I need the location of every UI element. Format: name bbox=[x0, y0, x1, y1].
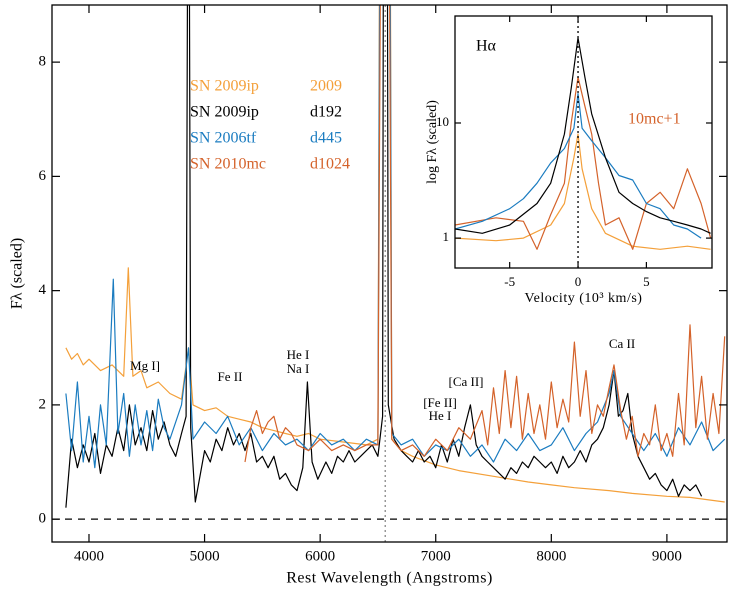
plot-area bbox=[455, 16, 712, 268]
x-tick-label: 9000 bbox=[652, 548, 682, 564]
y-axis-label: log Fλ (scaled) bbox=[425, 100, 440, 184]
annotation: He I bbox=[287, 347, 310, 362]
x-axis-label: Velocity (10³ km/s) bbox=[525, 291, 643, 306]
spectrum-line bbox=[65, 5, 703, 508]
annotation: [Ca II] bbox=[448, 374, 483, 389]
annotation: Mg I] bbox=[130, 358, 160, 373]
legend-epoch: d1024 bbox=[310, 156, 350, 173]
x-tick-label: 6000 bbox=[305, 548, 335, 564]
spectrum-line bbox=[455, 93, 702, 239]
plot-frame bbox=[454, 15, 713, 269]
spectrum-line bbox=[455, 76, 712, 250]
x-tick-label: 7000 bbox=[421, 548, 451, 564]
y-tick-label: 2 bbox=[39, 396, 47, 412]
y-axis-label: Fλ (scaled) bbox=[9, 238, 26, 309]
y-tick-label: 4 bbox=[39, 282, 47, 298]
x-axis-label: Rest Wavelength (Angstroms) bbox=[286, 570, 493, 587]
legend: SN 2009ip 2009 SN 2009ip d192 SN 2006tf d445 S… bbox=[190, 78, 350, 173]
legend-epoch: d192 bbox=[310, 104, 342, 121]
annotation: He I bbox=[429, 408, 452, 423]
plot-frame bbox=[51, 4, 728, 543]
x-tick-label: 5000 bbox=[190, 548, 220, 564]
x-tick-label: 4000 bbox=[74, 548, 104, 564]
x-tick-label: -5 bbox=[504, 274, 515, 289]
y-tick-label: 1 bbox=[443, 229, 450, 244]
inset-annotation: 10mc+1 bbox=[628, 111, 681, 128]
spectrum-line bbox=[244, 5, 726, 463]
inset-annotation: Hα bbox=[476, 38, 497, 55]
plot-area bbox=[52, 5, 727, 542]
annotation: Ca II bbox=[609, 336, 635, 351]
legend-name: SN 2009ip bbox=[190, 104, 259, 121]
annotation: [Fe II] bbox=[423, 395, 457, 410]
x-tick-label: 0 bbox=[575, 274, 582, 289]
annotation: Na I bbox=[287, 361, 310, 376]
legend-name: SN 2010mc bbox=[190, 156, 266, 173]
y-tick-label: 6 bbox=[39, 168, 47, 184]
legend-name: SN 2009ip bbox=[190, 78, 259, 95]
x-tick-label: 5 bbox=[643, 274, 650, 289]
line-annotations: Mg I] Fe II He I Na I [Ca II] [Fe II] He… bbox=[130, 336, 635, 423]
y-tick-label: 8 bbox=[39, 54, 47, 70]
main-panel: 4000 5000 6000 7000 8000 9000 0 2 4 6 8 Rest Wavele… bbox=[9, 4, 728, 587]
spectrum-line bbox=[65, 5, 725, 503]
inset-panel: -5 0 5 1 10 Velocity (10³ km/s) log Fλ (scaled… bbox=[425, 15, 713, 306]
spectrum-line bbox=[65, 5, 726, 469]
spectrum-line bbox=[455, 37, 711, 234]
legend-epoch: d445 bbox=[310, 130, 342, 147]
y-tick-label: 0 bbox=[39, 511, 47, 527]
annotation: Fe II bbox=[218, 369, 243, 384]
inset-background bbox=[455, 16, 712, 268]
x-tick-label: 8000 bbox=[536, 548, 566, 564]
legend-name: SN 2006tf bbox=[190, 130, 257, 147]
legend-epoch: 2009 bbox=[310, 78, 342, 95]
y-tick-label: 10 bbox=[436, 114, 449, 129]
spectrum-line bbox=[455, 133, 711, 250]
